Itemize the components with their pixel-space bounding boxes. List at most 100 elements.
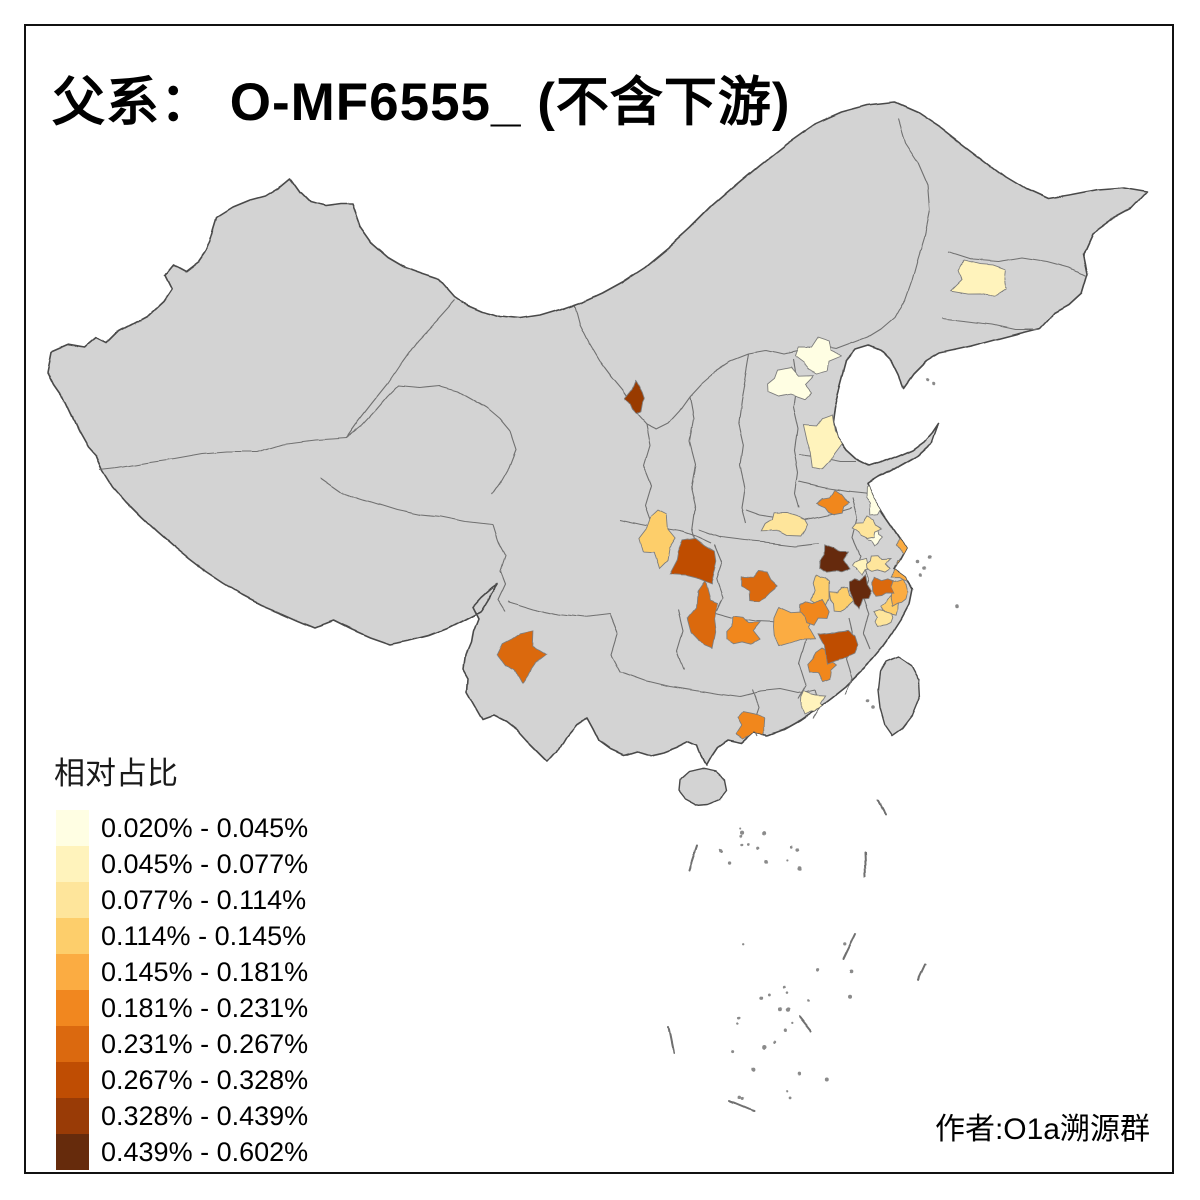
island-dot xyxy=(751,1067,756,1072)
island-dot xyxy=(737,1023,740,1026)
map-region xyxy=(740,569,779,601)
map-region xyxy=(851,515,884,539)
island-dot xyxy=(759,996,764,1001)
legend-label: 0.181% - 0.231% xyxy=(101,992,309,1023)
island-dot xyxy=(956,605,960,609)
map-region xyxy=(726,615,762,645)
island-dot xyxy=(739,830,745,835)
island-dot xyxy=(928,555,932,559)
island-dot xyxy=(814,968,818,972)
legend-swatch xyxy=(56,810,89,846)
island-dot xyxy=(791,1022,794,1025)
map-region xyxy=(870,576,895,597)
map-region xyxy=(623,379,646,416)
map-region xyxy=(793,338,843,375)
minor-islands xyxy=(720,378,960,1101)
island-dot xyxy=(784,1088,787,1091)
island-dot xyxy=(797,1070,801,1074)
map-region xyxy=(865,554,893,573)
island-dot xyxy=(781,985,785,989)
map-region xyxy=(817,629,858,664)
map-region xyxy=(850,557,872,577)
taiwan-island xyxy=(877,657,920,737)
map-region xyxy=(802,413,844,471)
island-dot xyxy=(785,1008,791,1013)
map-region xyxy=(686,580,718,650)
island-dot xyxy=(739,827,742,830)
island-dot xyxy=(764,860,769,864)
island-dot xyxy=(871,705,875,709)
legend-row: 0.439% - 0.602% xyxy=(52,1134,308,1170)
island-dot xyxy=(842,941,846,945)
legend-label: 0.020% - 0.045% xyxy=(101,812,309,843)
sea-dash-lines xyxy=(667,799,926,1112)
island-dot xyxy=(761,831,767,836)
legend-label: 0.439% - 0.602% xyxy=(101,1136,309,1167)
map-region xyxy=(668,537,717,586)
legend-rows: 0.020% - 0.045% 0.045% - 0.077% 0.077% - 0… xyxy=(52,810,308,1170)
island-dot xyxy=(728,861,732,866)
legend: 相对占比 0.020% - 0.045% 0.045% - 0.077% 0.077… xyxy=(52,748,308,1170)
legend-label: 0.114% - 0.145% xyxy=(101,920,307,951)
legend-swatch xyxy=(56,954,89,990)
island-dot xyxy=(767,993,771,997)
island-dot xyxy=(720,849,724,854)
island-dot xyxy=(783,1028,788,1033)
island-dot xyxy=(796,848,800,853)
island-dot xyxy=(761,1044,767,1049)
legend-row: 0.077% - 0.114% xyxy=(52,882,308,918)
legend-swatch xyxy=(56,1062,89,1098)
legend-row: 0.114% - 0.145% xyxy=(52,918,308,954)
island-dot xyxy=(848,993,853,998)
island-dot xyxy=(786,859,789,862)
map-region xyxy=(766,367,815,400)
island-dot xyxy=(739,834,743,838)
island-dot xyxy=(777,1008,782,1013)
island-dot xyxy=(737,1016,742,1020)
island-dot xyxy=(747,843,751,846)
island-dot xyxy=(866,698,870,702)
legend-swatch xyxy=(56,1134,89,1170)
map-region xyxy=(800,599,830,626)
island-dot xyxy=(742,943,745,946)
island-dot xyxy=(741,843,744,846)
island-dot xyxy=(797,866,802,871)
prefecture-regions xyxy=(497,259,1006,741)
map-region xyxy=(847,574,871,610)
island-dot xyxy=(785,991,788,994)
attribution-text: 作者:O1a溯源群 xyxy=(934,1113,1150,1146)
legend-row: 0.328% - 0.439% xyxy=(52,1098,308,1134)
map-region xyxy=(828,588,854,613)
island-dot xyxy=(772,1041,776,1045)
legend-row: 0.231% - 0.267% xyxy=(52,1026,308,1062)
legend-label: 0.145% - 0.181% xyxy=(101,956,309,987)
legend-label: 0.077% - 0.114% xyxy=(101,884,307,915)
legend-swatch xyxy=(56,846,89,882)
legend-row: 0.181% - 0.231% xyxy=(52,990,308,1026)
island-dot xyxy=(807,999,810,1003)
legend-label: 0.267% - 0.328% xyxy=(101,1064,309,1095)
island-dot xyxy=(931,382,935,386)
mainland xyxy=(47,101,1149,767)
legend-label: 0.045% - 0.077% xyxy=(101,848,309,879)
legend-row: 0.145% - 0.181% xyxy=(52,954,308,990)
map-region xyxy=(815,489,850,515)
legend-row: 0.267% - 0.328% xyxy=(52,1062,308,1098)
legend-label: 0.231% - 0.267% xyxy=(101,1028,309,1059)
island-dot xyxy=(738,1096,742,1100)
island-dot xyxy=(923,566,927,570)
island-dot xyxy=(786,1094,790,1098)
legend-swatch xyxy=(56,1098,89,1134)
map-region xyxy=(497,629,547,686)
map-region xyxy=(949,259,1006,296)
island-dot xyxy=(916,560,920,564)
legend-swatch xyxy=(56,1026,89,1062)
island-dot xyxy=(925,378,929,382)
island-dot xyxy=(756,847,760,851)
legend-swatch xyxy=(56,918,89,954)
map-region xyxy=(818,544,850,575)
legend-row: 0.045% - 0.077% xyxy=(52,846,308,882)
island-dot xyxy=(919,573,923,577)
